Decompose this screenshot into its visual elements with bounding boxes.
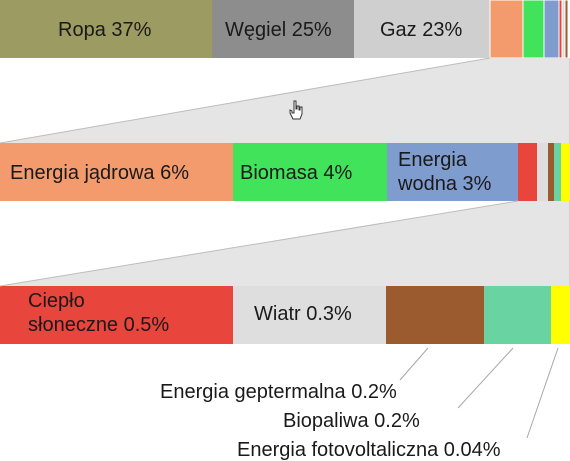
bar-segment-r1-s3 — [518, 143, 537, 201]
callout-label-0: Energia geptermalna 0.2% — [160, 381, 397, 403]
connector-wedge-2-edge-left — [0, 200, 519, 287]
bar-label-line: wodna 3% — [397, 173, 492, 195]
bar-segment-r2-s0 — [0, 286, 233, 344]
connector-wedge-1-edge-left — [0, 57, 491, 144]
bar-segment-r0-s2 — [354, 0, 490, 58]
bar-label-r2-s1: Wiatr 0.3% — [254, 303, 352, 325]
bar-label-line: Ciepło — [28, 290, 85, 312]
bar-segment-r1-s5 — [548, 143, 554, 201]
bar-segment-r1-s1 — [233, 143, 387, 201]
bar-segment-r0-s4 — [522, 0, 545, 59]
bar-segment-r0-s3 — [489, 0, 524, 59]
bar-label-line: Energia — [398, 149, 468, 171]
bar-label-r0-s0: Ropa 37% — [58, 19, 152, 41]
callout-leader-2 — [526, 347, 559, 439]
bar-segment-r0-s0 — [0, 0, 212, 58]
bar-segment-r1-s4 — [537, 143, 548, 201]
bar-segment-r2-s2 — [386, 286, 484, 344]
bar-segment-r1-s0 — [0, 143, 233, 201]
callout-leader-0 — [399, 347, 429, 381]
bar-segment-r2-s1 — [233, 286, 386, 344]
bar-label-line: słoneczne 0.5% — [28, 314, 169, 336]
bar-segment-r2-s3 — [484, 286, 551, 344]
bar-label-r0-s2: Gaz 23% — [380, 19, 462, 41]
bar-segment-r1-s2 — [387, 143, 518, 201]
bar-label-r1-s2: Energia wodna 3% — [397, 149, 492, 195]
callout-label-1: Biopaliwa 0.2% — [283, 410, 420, 432]
bar-segment-r2-s4 — [551, 286, 570, 344]
callout-label-2: Energia fotovoltaliczna 0.04% — [237, 439, 501, 461]
hand-cursor-icon — [289, 100, 303, 120]
callout-leader-1 — [457, 347, 514, 409]
connector-wedge-2 — [0, 201, 570, 286]
bar-label-r1-s1: Biomasa 4% — [240, 162, 352, 184]
bar-segment-r1-s6 — [554, 143, 561, 201]
bar-segment-r0-s5 — [543, 0, 560, 59]
bar-segment-r1-s7 — [561, 143, 570, 201]
bar-label-r1-s0: Energia jądrowa 6% — [10, 162, 189, 184]
connector-wedge-1 — [0, 58, 570, 143]
bar-label-r0-s1: Węgiel 25% — [225, 19, 332, 41]
bar-label-r2-s0: Ciepło słoneczne 0.5% — [28, 290, 169, 336]
bar-segment-r0-s1 — [212, 0, 354, 58]
